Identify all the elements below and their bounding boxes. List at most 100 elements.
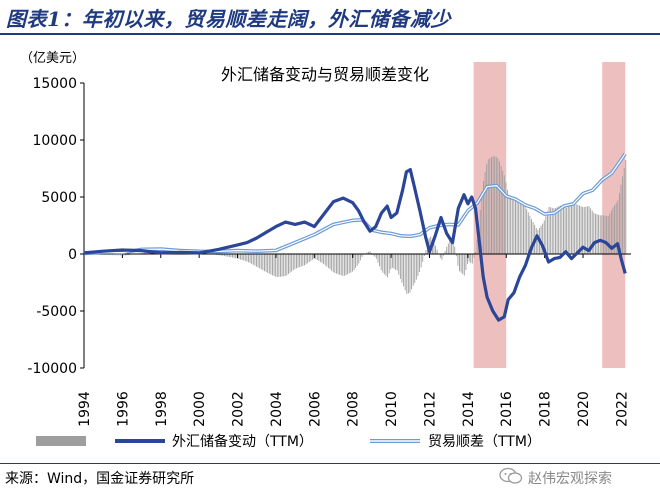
trade-bar-112 [262, 254, 264, 271]
trade-bar-141 [308, 254, 310, 262]
trade-bar-152 [326, 254, 328, 267]
legend: 外汇储备变动（TTM） 贸易顺差（TTM） [36, 433, 541, 450]
trade-bar-241 [468, 254, 470, 262]
trade-bar-256 [492, 156, 494, 254]
trade-bar-336 [620, 184, 622, 254]
trade-bar-306 [572, 202, 574, 254]
trade-bar-101 [244, 254, 246, 261]
trade-bar-234 [457, 254, 459, 266]
trade-bar-169 [353, 254, 355, 271]
trade-bars [84, 156, 627, 294]
trade-bar-276 [524, 206, 526, 254]
trade-bar-165 [347, 254, 349, 275]
trade-bar-291 [548, 206, 550, 254]
trade-bar-146 [316, 254, 318, 260]
trade-bar-295 [554, 208, 556, 254]
trade-bar-223 [439, 254, 441, 258]
trade-bar-263 [503, 175, 505, 254]
trade-bar-125 [283, 254, 285, 277]
trade-bar-201 [404, 254, 406, 291]
x-tick-label: 1996 [115, 391, 131, 427]
trade-bar-121 [276, 254, 278, 277]
trade-bar-23 [120, 254, 122, 256]
trade-bar-304 [569, 204, 571, 254]
trade-bar-260 [499, 161, 500, 254]
trade-bar-205 [411, 254, 413, 290]
x-tick-label: 2006 [307, 391, 323, 427]
trade-bar-312 [582, 206, 584, 254]
trade-bar-288 [543, 220, 545, 254]
trade-bar-305 [570, 202, 572, 254]
wechat-icon [499, 467, 523, 484]
trade-bar-28 [128, 254, 130, 256]
x-tick-label: 2004 [269, 391, 285, 427]
trade-bar-330 [610, 210, 612, 254]
trade-bar-20 [115, 254, 117, 256]
trade-bar-84 [217, 254, 219, 256]
trade-bar-293 [551, 207, 553, 254]
trade-bar-164 [345, 254, 347, 276]
trade-bar-335 [618, 193, 620, 254]
trade-bar-189 [385, 254, 387, 276]
trade-bar-92 [230, 254, 232, 258]
y-tick-label: 5000 [41, 190, 77, 206]
trade-bar-196 [396, 254, 398, 271]
trade-bar-191 [388, 254, 390, 274]
trade-bar-198 [399, 254, 401, 279]
trade-bar-259 [497, 158, 499, 254]
trade-bar-277 [526, 209, 528, 254]
trade-bar-302 [566, 207, 568, 254]
title-divider [0, 33, 660, 35]
trade-bar-212 [422, 254, 424, 262]
trade-bar-274 [521, 203, 523, 254]
y-tick-label: -5000 [36, 304, 77, 320]
trade-bar-153 [327, 254, 329, 268]
trade-bar-314 [585, 206, 587, 254]
trade-bar-149 [321, 254, 323, 264]
trade-bar-301 [564, 207, 566, 254]
trade-bar-292 [550, 207, 552, 254]
trade-bar-133 [295, 254, 297, 269]
trade-bar-238 [463, 254, 465, 276]
trade-bar-339 [625, 159, 627, 254]
trade-bar-145 [315, 254, 317, 259]
trade-bar-297 [558, 206, 560, 254]
shaded-period-2 [602, 62, 626, 368]
trade-bar-135 [299, 254, 301, 268]
trade-bar-157 [334, 254, 336, 273]
trade-bar-290 [547, 211, 548, 254]
trade-bar-211 [420, 254, 422, 268]
trade-bar-142 [310, 254, 312, 261]
trade-bar-240 [467, 254, 468, 264]
trade-bar-180 [371, 252, 373, 254]
trade-bar-204 [409, 254, 411, 293]
trade-bar-221 [436, 249, 438, 254]
trade-bar-40 [147, 252, 149, 254]
trade-bar-203 [407, 254, 409, 294]
trade-bar-132 [294, 254, 296, 270]
trade-bar-226 [444, 251, 446, 254]
x-tick-label: 2012 [422, 391, 438, 427]
trade-bar-185 [379, 254, 381, 267]
y-tick-label: 0 [68, 247, 77, 263]
trade-bar-284 [537, 229, 539, 254]
trade-bar-324 [601, 215, 603, 254]
trade-bar-134 [297, 254, 299, 268]
trade-bar-161 [340, 254, 342, 276]
trade-bar-275 [523, 205, 524, 254]
trade-bar-89 [225, 254, 227, 257]
legend-trade-label: 贸易顺差（TTM） [428, 434, 541, 450]
y-tick-label: -10000 [27, 361, 77, 377]
trade-bar-245 [475, 251, 476, 254]
trade-bar-130 [291, 254, 293, 272]
trade-bar-171 [356, 254, 358, 266]
x-tick-label: 2018 [538, 391, 554, 427]
trade-bar-147 [318, 254, 320, 261]
trade-bar-249 [481, 195, 483, 254]
y-tick-label: 10000 [32, 133, 77, 149]
trade-bar-252 [486, 163, 488, 254]
trade-bar-155 [331, 254, 333, 271]
trade-bar-220 [435, 245, 436, 254]
trade-bar-248 [479, 209, 481, 254]
